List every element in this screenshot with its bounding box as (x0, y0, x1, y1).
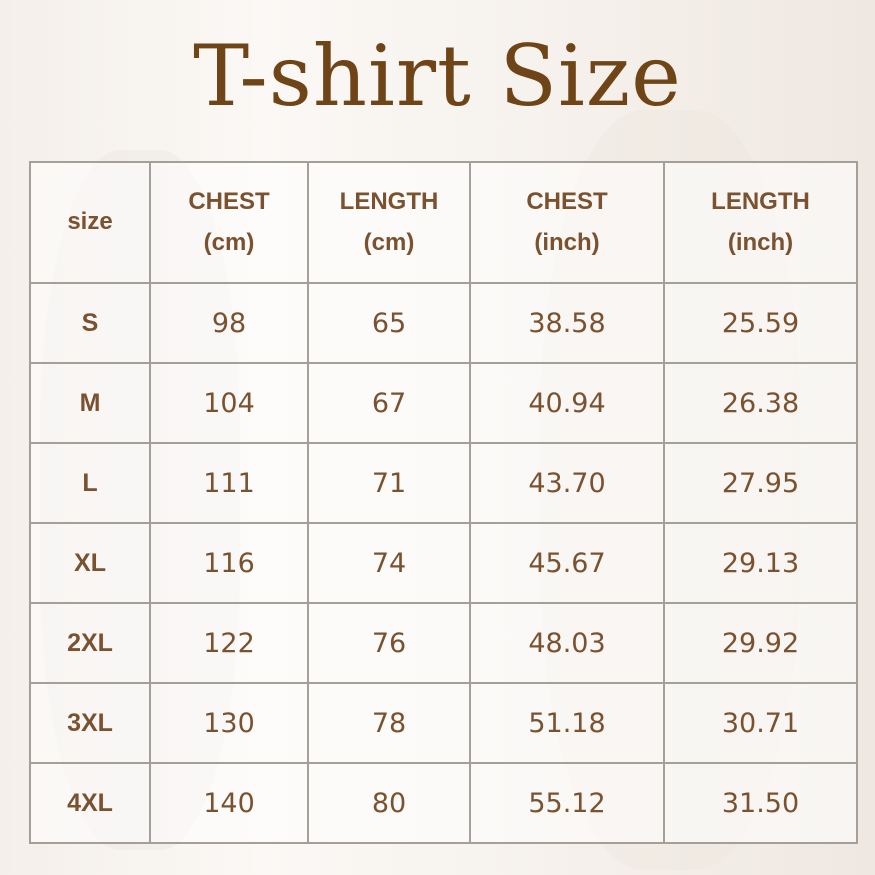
column-header: LENGTH (inch) (663, 161, 858, 284)
column-header: CHEST (cm) (149, 161, 309, 284)
value-cell: 29.13 (663, 522, 858, 604)
size-table: size CHEST (cm) LENGTH (cm) CHEST (inch) LENGTH… (29, 161, 858, 844)
size-cell: 3XL (29, 682, 151, 764)
value-cell: 31.50 (663, 762, 858, 844)
value-cell: 51.18 (469, 682, 665, 764)
size-cell: 2XL (29, 602, 151, 684)
value-cell: 76 (307, 602, 471, 684)
page-title: T-shirt Size (193, 27, 682, 125)
size-cell: XL (29, 522, 151, 604)
value-cell: 29.92 (663, 602, 858, 684)
value-cell: 43.70 (469, 442, 665, 524)
table-row: M 104 67 40.94 26.38 (29, 362, 858, 444)
value-cell: 30.71 (663, 682, 858, 764)
value-cell: 140 (149, 762, 309, 844)
value-cell: 80 (307, 762, 471, 844)
header-unit: (inch) (534, 228, 600, 256)
value-cell: 122 (149, 602, 309, 684)
value-cell: 74 (307, 522, 471, 604)
value-cell: 25.59 (663, 282, 858, 364)
header-row: size CHEST (cm) LENGTH (cm) CHEST (inch) LENGTH… (29, 161, 858, 284)
value-cell: 111 (149, 442, 309, 524)
value-cell: 27.95 (663, 442, 858, 524)
value-cell: 78 (307, 682, 471, 764)
value-cell: 40.94 (469, 362, 665, 444)
column-header: size (29, 161, 151, 284)
header-label: size (67, 208, 113, 236)
value-cell: 65 (307, 282, 471, 364)
header-unit: (inch) (727, 228, 794, 256)
column-header: CHEST (inch) (469, 161, 665, 284)
value-cell: 48.03 (469, 602, 665, 684)
value-cell: 130 (149, 682, 309, 764)
size-cell: 4XL (29, 762, 151, 844)
column-header: LENGTH (cm) (307, 161, 471, 284)
header-label: LENGTH (711, 187, 810, 215)
value-cell: 104 (149, 362, 309, 444)
table-row: S 98 65 38.58 25.59 (29, 282, 858, 364)
size-cell: L (29, 442, 151, 524)
table-row: 3XL 130 78 51.18 30.71 (29, 682, 858, 764)
header-label: LENGTH (339, 187, 439, 215)
value-cell: 55.12 (469, 762, 665, 844)
value-cell: 98 (149, 282, 309, 364)
size-cell: S (29, 282, 151, 364)
table-row: 4XL 140 80 55.12 31.50 (29, 762, 858, 844)
header-unit: (cm) (203, 228, 255, 256)
value-cell: 26.38 (663, 362, 858, 444)
value-cell: 45.67 (469, 522, 665, 604)
value-cell: 67 (307, 362, 471, 444)
table-row: 2XL 122 76 48.03 29.92 (29, 602, 858, 684)
header-label: CHEST (526, 187, 608, 215)
table-row: L 111 71 43.70 27.95 (29, 442, 858, 524)
value-cell: 71 (307, 442, 471, 524)
header-label: CHEST (188, 187, 270, 215)
value-cell: 38.58 (469, 282, 665, 364)
header-unit: (cm) (363, 228, 415, 256)
size-cell: M (29, 362, 151, 444)
table-row: XL 116 74 45.67 29.13 (29, 522, 858, 604)
value-cell: 116 (149, 522, 309, 604)
